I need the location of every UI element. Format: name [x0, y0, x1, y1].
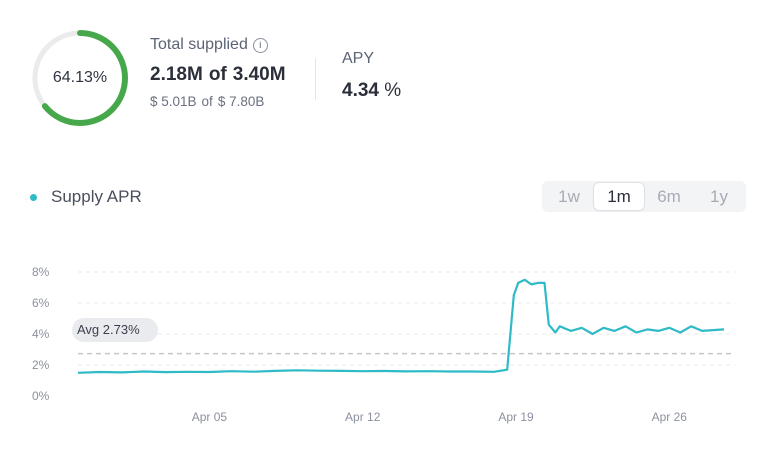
apy-value-row: 4.34 %	[342, 80, 401, 102]
apy-block: APY 4.34 %	[342, 50, 401, 102]
supplied-of-label: of	[208, 64, 227, 85]
range-tab-1y[interactable]: 1y	[710, 187, 728, 206]
utilization-ring-graphic	[32, 30, 128, 126]
chart-x-axis: Apr 05 Apr 12 Apr 19 Apr 26	[192, 410, 688, 424]
x-tick-label: Apr 12	[345, 410, 381, 424]
y-tick-label: 2%	[32, 358, 50, 372]
y-tick-label: 6%	[32, 296, 50, 310]
total-supplied-title: Total supplied	[150, 36, 248, 53]
total-supplied-block: Total supplied i 2.18M of 3.40M $ 5.01B …	[150, 36, 286, 109]
chart-gridlines	[78, 271, 735, 366]
y-tick-label: 0%	[32, 389, 50, 403]
range-tab-6m[interactable]: 6m	[657, 187, 681, 206]
info-icon[interactable]: i	[252, 37, 268, 53]
average-label: Avg 2.73%	[77, 322, 140, 337]
supply-cap: 3.40M	[232, 64, 286, 85]
range-tab-1w[interactable]: 1w	[558, 187, 580, 206]
supplied-usd-row: $ 5.01B of $ 7.80B	[150, 94, 286, 109]
x-tick-label: Apr 26	[652, 410, 688, 424]
supply-apr-chart: 0% 2% 4% 6% 8% Apr 05 Apr 12 Apr 19 Apr 26 Avg …	[32, 265, 735, 424]
legend-label: Supply APR	[51, 187, 142, 206]
total-supplied-header: Total supplied i	[150, 36, 286, 54]
y-tick-label: 4%	[32, 327, 50, 341]
legend-dot-icon	[30, 193, 37, 201]
supply-cap-usd: $ 7.80B	[217, 94, 265, 109]
utilization-ring: 64.13%	[30, 28, 130, 128]
y-tick-label: 8%	[32, 265, 50, 279]
average-badge-bg	[72, 318, 158, 342]
supplied-usd: $ 5.01B	[150, 94, 197, 109]
series-line	[77, 278, 725, 374]
chart-y-axis: 0% 2% 4% 6% 8%	[32, 265, 50, 403]
apy-title: APY	[342, 50, 375, 67]
average-badge: Avg 2.73%	[72, 318, 158, 342]
supplied-amount: 2.18M	[150, 64, 203, 85]
range-tab-1m[interactable]: 1m	[594, 183, 644, 210]
time-range-selector: 1w 1m 6m 1y	[542, 181, 746, 212]
x-tick-label: Apr 19	[498, 410, 534, 424]
supplied-usd-of-label: of	[201, 94, 213, 109]
x-tick-label: Apr 05	[192, 410, 228, 424]
stats-divider	[315, 58, 316, 100]
apy-value: 4.34	[342, 80, 379, 101]
utilization-percent: 64.13%	[52, 69, 108, 86]
apy-unit: %	[384, 80, 402, 101]
ring-progress	[32, 30, 128, 126]
supplied-amount-row: 2.18M of 3.40M	[150, 64, 286, 86]
chart-legend: Supply APR	[30, 187, 142, 207]
